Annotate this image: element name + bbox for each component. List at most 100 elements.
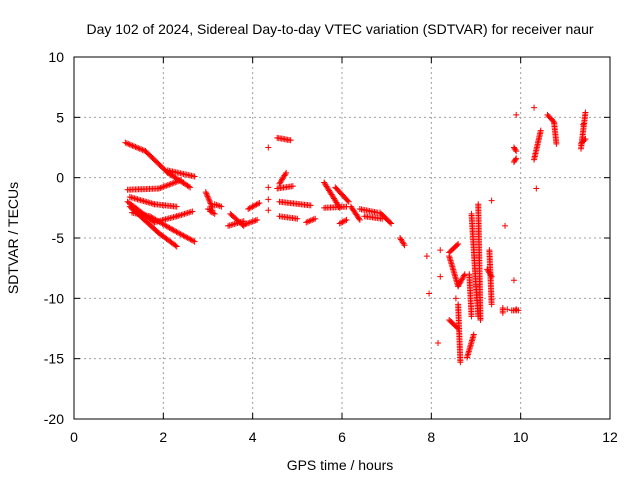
data-point bbox=[207, 200, 214, 207]
data-point bbox=[256, 200, 263, 207]
data-point bbox=[336, 220, 343, 227]
data-point bbox=[155, 185, 162, 192]
x-tick-label: 12 bbox=[602, 429, 618, 445]
x-axis-label: GPS time / hours bbox=[287, 457, 394, 473]
data-point bbox=[164, 182, 171, 189]
data-point bbox=[251, 217, 258, 224]
data-point bbox=[129, 142, 136, 149]
data-point bbox=[133, 144, 140, 151]
data-point bbox=[513, 306, 520, 313]
data-point bbox=[437, 273, 444, 280]
data-point bbox=[456, 280, 463, 287]
data-point bbox=[122, 139, 129, 146]
data-point bbox=[189, 208, 196, 215]
data-point bbox=[207, 199, 214, 206]
y-axis-label: SDTVAR / TECUs bbox=[5, 182, 21, 294]
data-point bbox=[185, 183, 192, 190]
data-point bbox=[488, 197, 495, 204]
data-point bbox=[310, 216, 317, 223]
data-point bbox=[533, 185, 540, 192]
data-point bbox=[294, 215, 301, 222]
data-point bbox=[172, 242, 179, 249]
data-point bbox=[283, 169, 290, 176]
data-point bbox=[130, 143, 137, 150]
data-point bbox=[342, 217, 349, 224]
data-point bbox=[157, 184, 164, 191]
data-point bbox=[457, 359, 464, 366]
data-point bbox=[452, 295, 459, 302]
data-point bbox=[502, 222, 509, 229]
data-point bbox=[175, 178, 182, 185]
data-point bbox=[461, 272, 468, 279]
data-point bbox=[282, 171, 289, 178]
x-tick-label: 8 bbox=[427, 429, 435, 445]
data-point bbox=[513, 148, 520, 155]
data-point bbox=[123, 140, 130, 147]
data-point bbox=[158, 184, 165, 191]
data-point bbox=[167, 181, 174, 188]
data-point bbox=[211, 210, 218, 217]
data-point bbox=[338, 219, 345, 226]
data-point bbox=[210, 210, 217, 217]
data-point bbox=[166, 181, 173, 188]
data-point bbox=[504, 306, 511, 313]
y-tick-label: -5 bbox=[52, 230, 65, 246]
data-point bbox=[423, 253, 430, 260]
data-point bbox=[312, 215, 319, 222]
data-point bbox=[161, 183, 168, 190]
data-point bbox=[245, 220, 252, 227]
data-point bbox=[537, 127, 544, 134]
data-point bbox=[205, 196, 212, 203]
data-point bbox=[203, 190, 210, 197]
data-point bbox=[581, 137, 588, 144]
data-point bbox=[355, 215, 362, 222]
data-point bbox=[191, 173, 198, 180]
data-point bbox=[477, 317, 484, 324]
data-point bbox=[243, 220, 250, 227]
data-point bbox=[303, 219, 310, 226]
data-point bbox=[187, 184, 194, 191]
data-point bbox=[203, 191, 210, 198]
data-point bbox=[454, 242, 461, 249]
data-point bbox=[309, 216, 316, 223]
data-point bbox=[455, 281, 462, 288]
data-point bbox=[218, 203, 225, 210]
data-point bbox=[265, 184, 272, 191]
data-point bbox=[340, 218, 347, 225]
y-tick-label: -10 bbox=[44, 290, 64, 306]
data-point bbox=[126, 141, 133, 148]
data-point bbox=[248, 219, 255, 226]
x-ticks: 0 2 4 6 8 10 12 bbox=[70, 57, 618, 445]
data-point bbox=[173, 178, 180, 185]
data-point bbox=[339, 219, 346, 226]
data-point bbox=[531, 104, 538, 111]
data-point bbox=[176, 177, 183, 184]
data-point bbox=[458, 277, 465, 284]
data-point bbox=[582, 109, 589, 116]
data-point bbox=[178, 177, 185, 184]
data-point bbox=[135, 145, 142, 152]
data-point bbox=[356, 216, 363, 223]
data-point bbox=[304, 218, 311, 225]
data-point bbox=[488, 301, 495, 308]
x-tick-label: 4 bbox=[249, 429, 257, 445]
y-tick-label: 10 bbox=[48, 49, 64, 65]
data-point bbox=[206, 197, 213, 204]
data-point bbox=[580, 121, 587, 128]
data-point bbox=[254, 200, 261, 207]
data-point bbox=[173, 243, 180, 250]
data-point bbox=[265, 196, 272, 203]
data-point bbox=[437, 247, 444, 254]
data-point bbox=[499, 309, 506, 316]
data-point bbox=[307, 217, 314, 224]
data-point bbox=[460, 273, 467, 280]
data-point bbox=[163, 182, 170, 189]
data-point bbox=[306, 218, 313, 225]
data-point bbox=[345, 198, 352, 205]
x-tick-label: 2 bbox=[159, 429, 167, 445]
data-point bbox=[488, 273, 495, 280]
data-point bbox=[513, 111, 520, 118]
data-point bbox=[172, 179, 179, 186]
data-point bbox=[246, 219, 253, 226]
